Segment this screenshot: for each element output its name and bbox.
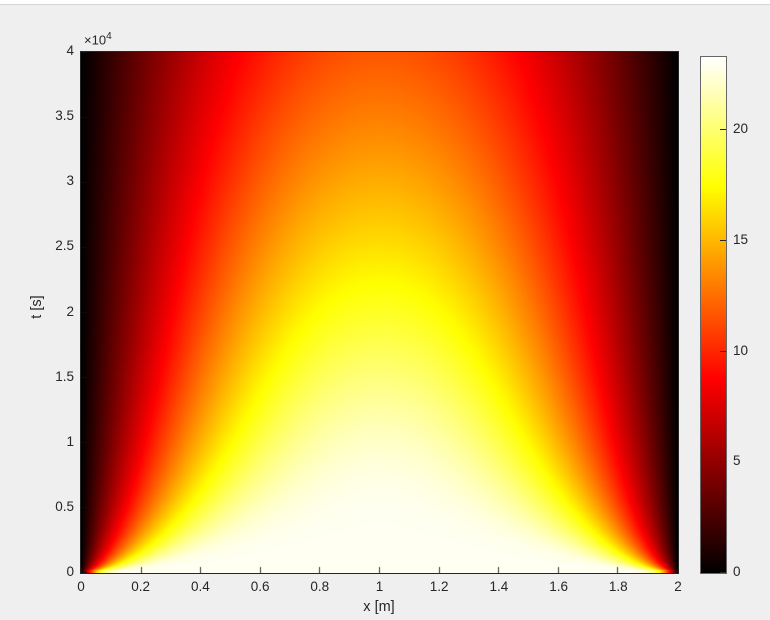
colorbar-tick-label: 15 xyxy=(733,231,749,247)
x-tick-label: 1.4 xyxy=(489,579,509,594)
x-tick-label: 2 xyxy=(674,579,682,594)
y-tick-label: 2.5 xyxy=(55,238,74,254)
y-axis-exponent-power: 4 xyxy=(106,31,112,42)
y-tick-label: 1 xyxy=(66,433,74,449)
y-tick-label: 3 xyxy=(66,173,74,189)
colorbar-tick-label: 10 xyxy=(733,342,749,358)
x-tick-label: 0.8 xyxy=(310,579,330,594)
y-axis-exponent-label: ×104 xyxy=(84,31,112,47)
x-tick-label: 1.8 xyxy=(608,579,628,594)
y-tick-label: 1.5 xyxy=(55,368,74,384)
colorbar-tick-mark xyxy=(720,351,726,352)
y-tick-label: 4 xyxy=(66,43,74,58)
colorbar-tick-mark xyxy=(720,240,726,241)
x-tick-label: 0 xyxy=(77,579,85,594)
y-axis-exponent-prefix: ×10 xyxy=(84,32,107,48)
x-tick-label: 0.6 xyxy=(250,579,270,594)
heatmap-canvas xyxy=(81,52,678,573)
plot-area xyxy=(80,51,679,574)
x-tick-label: 0.2 xyxy=(131,579,151,594)
x-tick-label: 1.2 xyxy=(429,579,449,594)
colorbar-tick-mark xyxy=(720,572,726,573)
colorbar-tick-mark xyxy=(720,129,726,130)
window-top-strip xyxy=(0,0,770,5)
y-tick-label: 0.5 xyxy=(55,498,74,514)
y-tick-label: 3.5 xyxy=(55,108,74,124)
y-tick-label: 0 xyxy=(66,564,74,579)
x-axis-label: x [m] xyxy=(363,599,395,615)
colorbar-tick-label: 5 xyxy=(733,453,741,469)
x-tick-label: 1.6 xyxy=(549,579,568,594)
colorbar-tick-label: 0 xyxy=(733,564,741,579)
x-tick-label: 0.4 xyxy=(191,579,210,594)
y-tick-label: 2 xyxy=(66,303,74,319)
matlab-figure: ×104 t [s] x [m] 0 0.2 0.4 0.6 0.8 1 1.2 1.4 1.6… xyxy=(0,5,770,620)
colorbar xyxy=(700,56,727,574)
colorbar-tick-label: 20 xyxy=(733,121,749,137)
colorbar-tick-mark xyxy=(720,461,726,462)
x-tick-label: 1 xyxy=(375,579,384,594)
